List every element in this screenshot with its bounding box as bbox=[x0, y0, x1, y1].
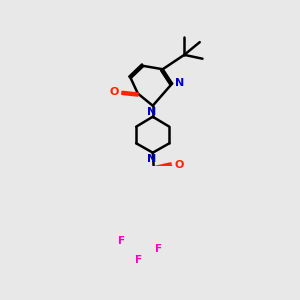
Text: N: N bbox=[176, 78, 185, 88]
Text: F: F bbox=[118, 236, 125, 246]
Text: F: F bbox=[135, 255, 142, 265]
Text: N: N bbox=[147, 154, 157, 164]
Text: N: N bbox=[147, 107, 157, 117]
Text: O: O bbox=[110, 87, 119, 97]
Text: F: F bbox=[155, 244, 162, 254]
Text: O: O bbox=[175, 160, 184, 170]
